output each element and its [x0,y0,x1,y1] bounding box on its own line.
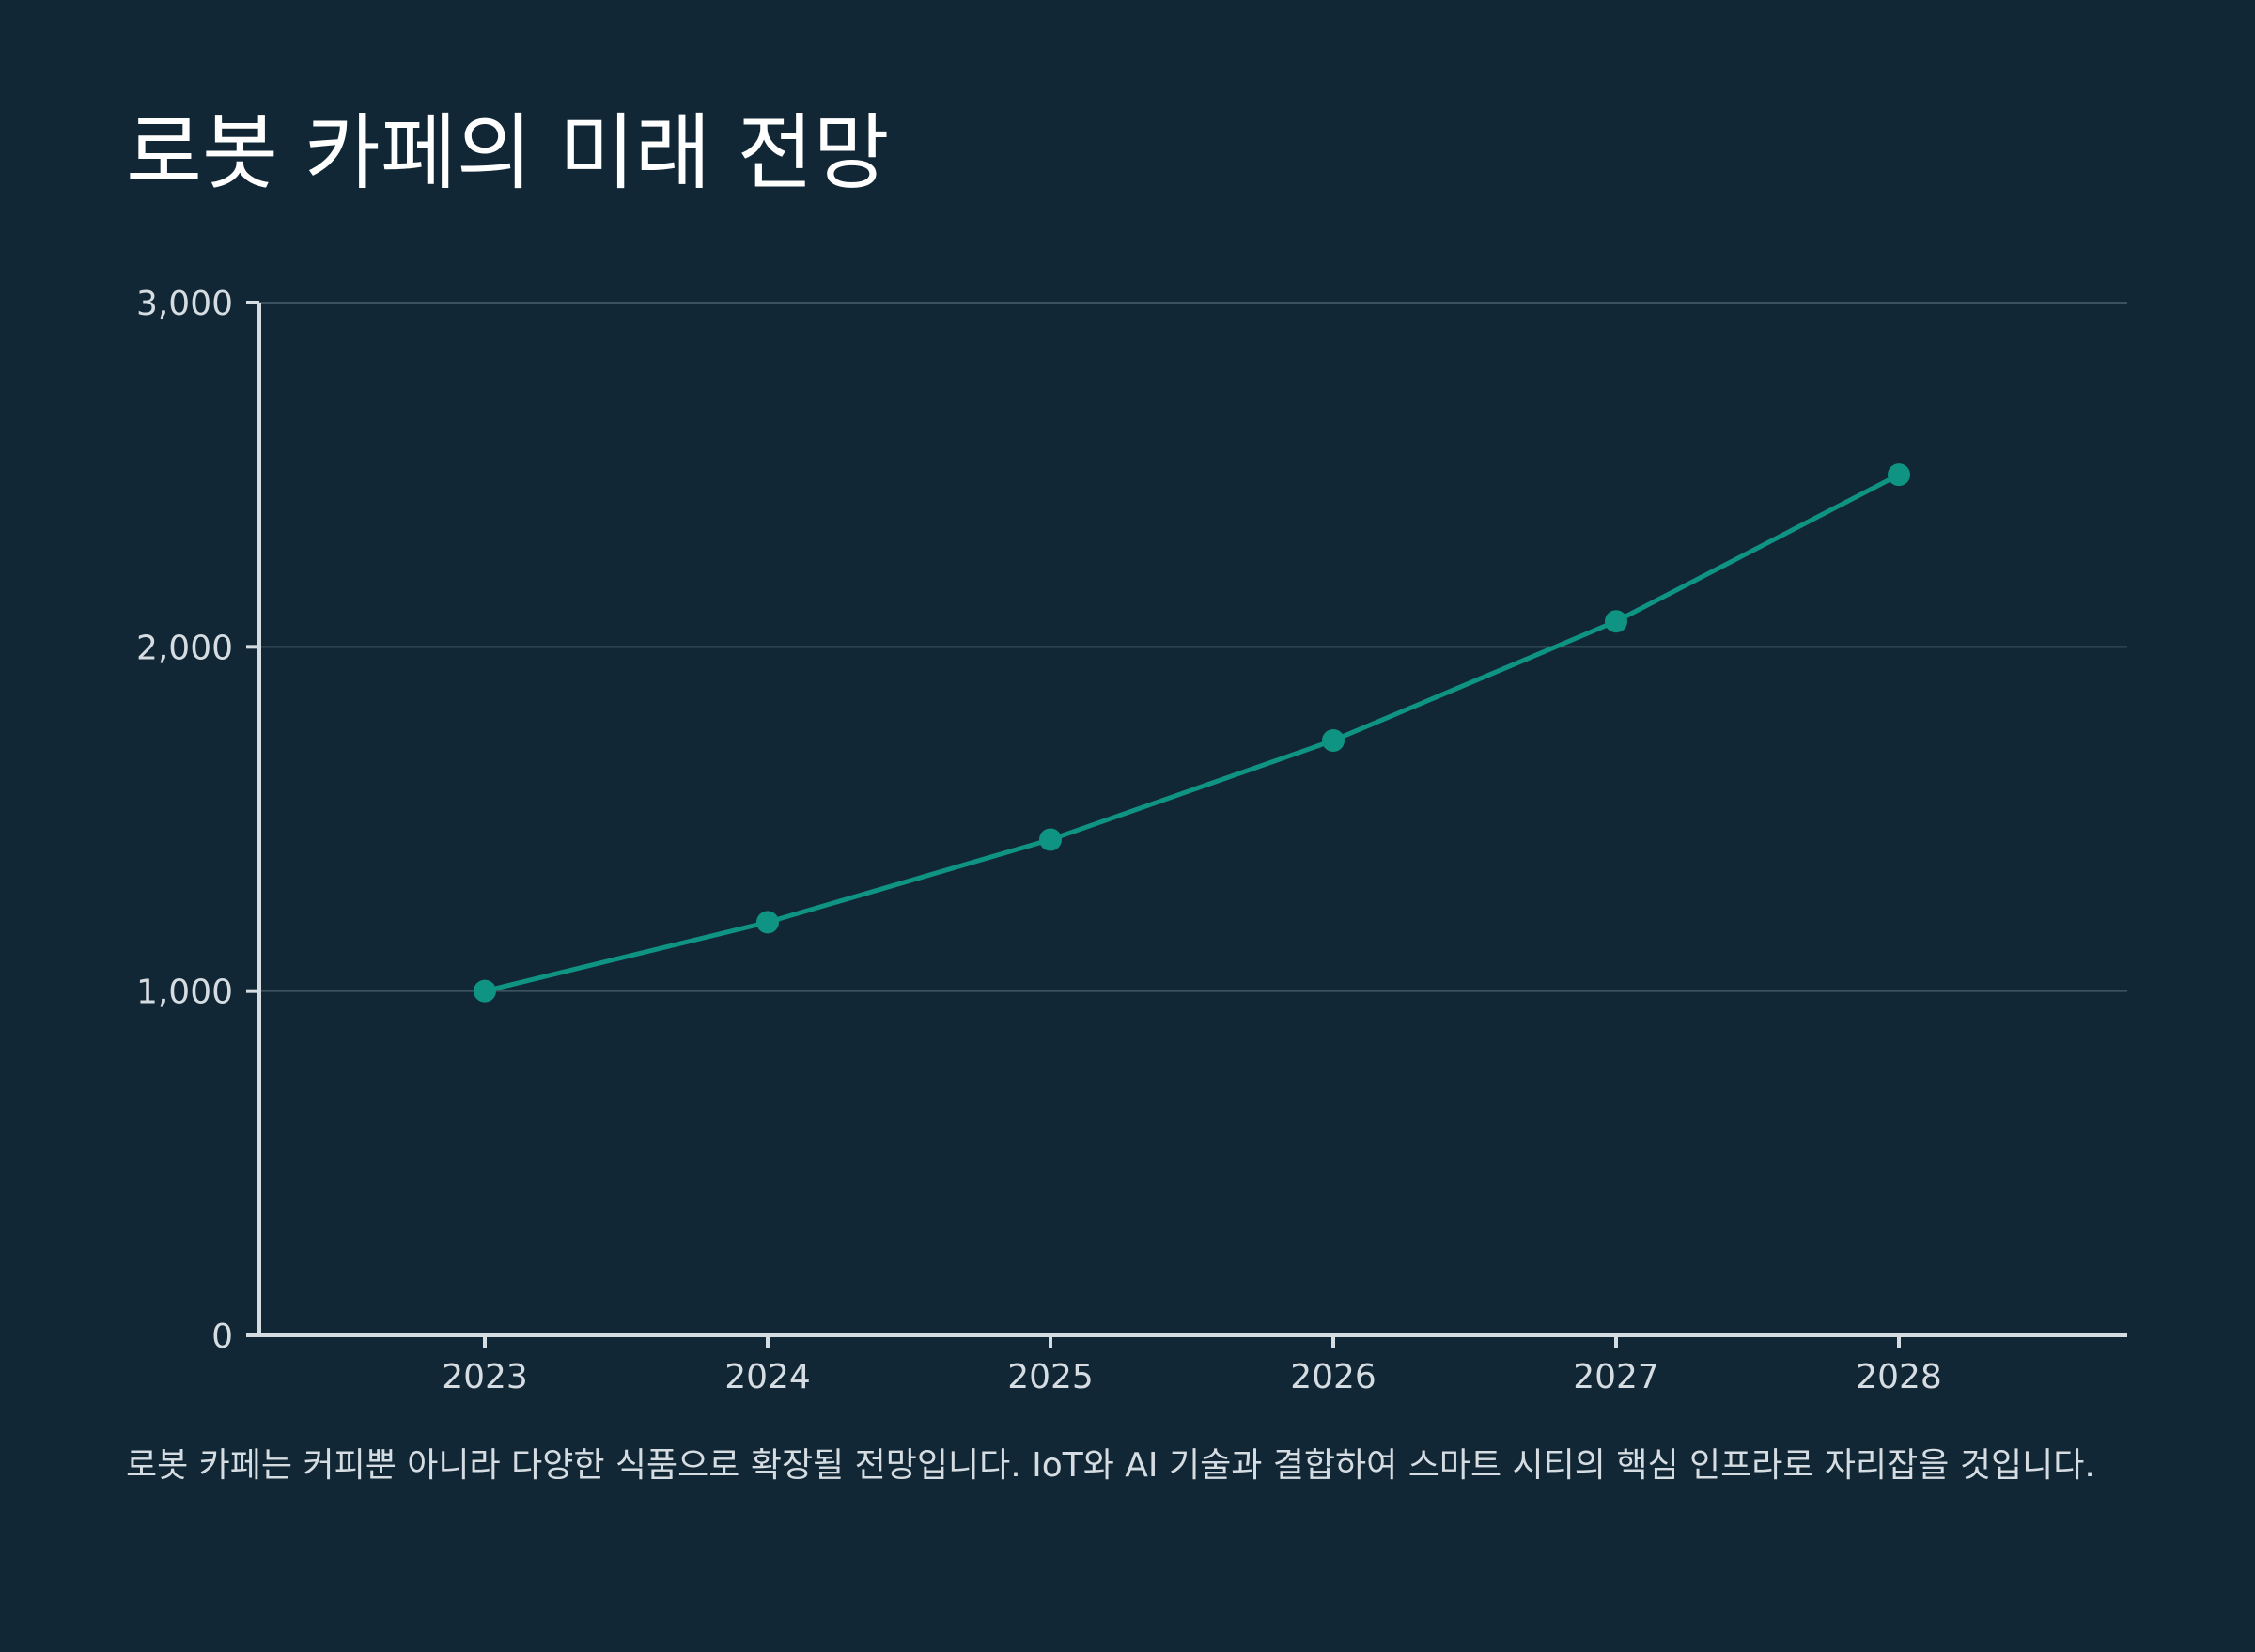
data-point-2027 [1605,610,1627,633]
chart-caption: 로봇 카페는 커피뿐 아니라 다양한 식품으로 확장될 전망입니다. IoT와 … [126,1446,2095,1485]
y-tick-label: 1,000 [136,974,233,1012]
x-tick-label: 2023 [442,1358,528,1396]
grid-lines [259,302,2127,992]
data-point-2026 [1322,728,1345,752]
axes [246,301,2127,1348]
x-tick-label: 2025 [1007,1358,1094,1396]
chart-title: 로봇 카페의 미래 전망 [126,104,890,201]
data-point-2024 [756,911,779,934]
data-point-2028 [1888,463,1910,487]
tick-labels: 0 1,000 2,000 3,000 2023 2024 2025 2026 2027 2028 [136,285,1942,1396]
data-points [474,463,1910,1003]
x-tick-label: 2028 [1856,1358,1942,1396]
data-point-2023 [474,979,496,1003]
data-point-2025 [1039,828,1062,851]
y-tick-label: 2,000 [136,629,233,667]
x-tick-label: 2024 [724,1358,811,1396]
y-tick-label: 0 [211,1317,233,1356]
x-tick-label: 2027 [1573,1358,1659,1396]
x-tick-label: 2026 [1290,1358,1376,1396]
series-line [482,472,1902,994]
series-line-0 [482,472,1902,994]
y-tick-label: 3,000 [136,285,233,323]
